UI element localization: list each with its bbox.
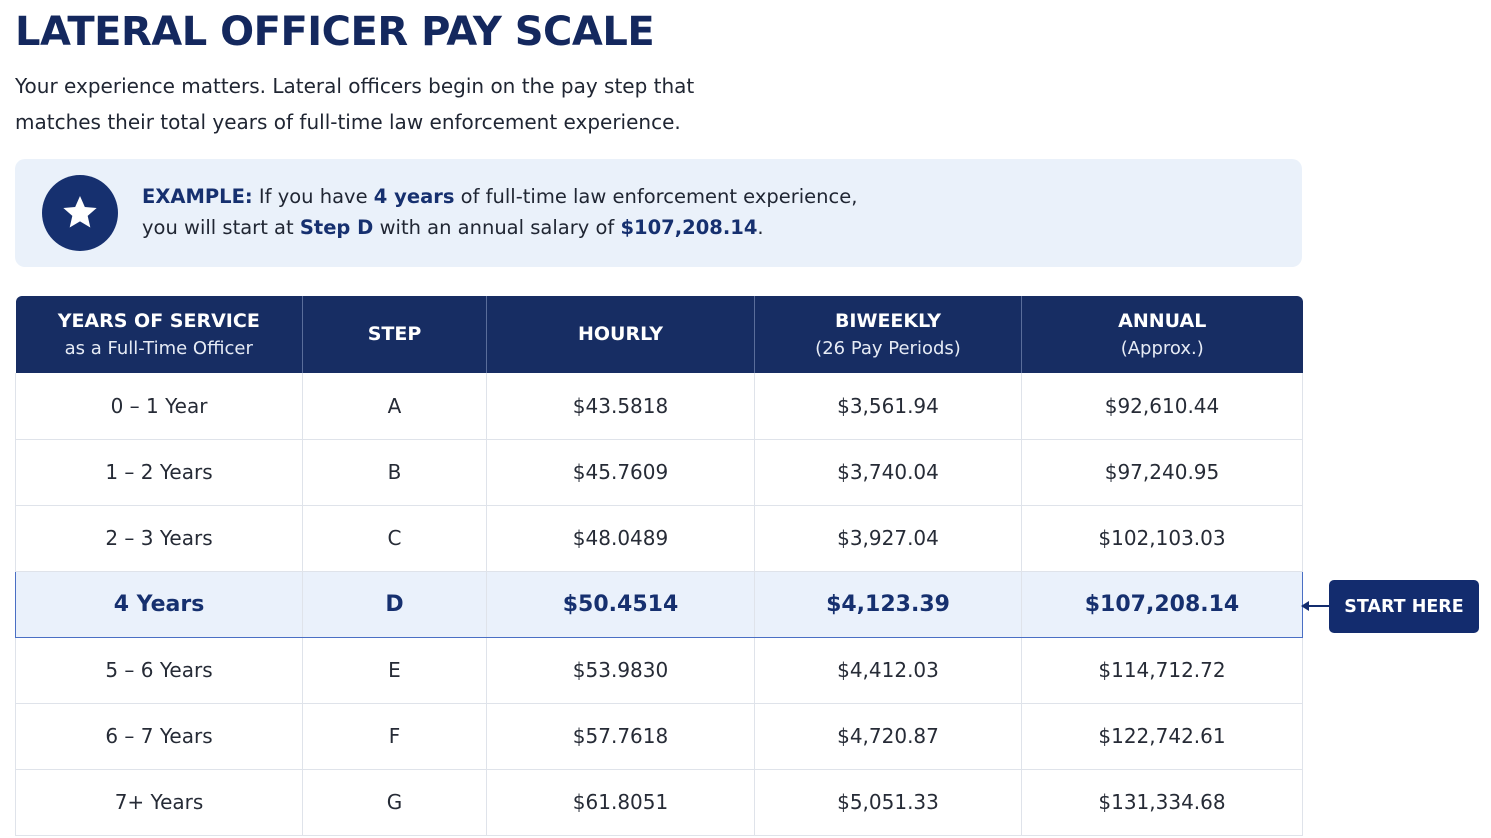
example-years: 4 years [373,185,455,208]
intro-line-1: Your experience matters. Lateral officer… [15,74,695,98]
example-text-5: . [757,216,764,239]
cell-hourly: $50.4514 [486,570,755,638]
header-main: STEP [367,323,422,345]
cell-annual: $92,610.44 [1021,373,1303,440]
cell-years: 6 – 7 Years [15,703,303,770]
header-sub: (Approx.) [1120,337,1204,359]
header-main: HOURLY [577,323,664,345]
pay-scale-table: YEARS OF SERVICE as a Full-Time Officer S… [15,296,1303,836]
cell-biweekly: $3,561.94 [754,373,1022,440]
header-hourly: HOURLY [486,296,755,373]
cell-hourly: $48.0489 [486,505,755,572]
cell-years: 0 – 1 Year [15,373,303,440]
cell-step: C [302,505,487,572]
cell-biweekly: $4,123.39 [754,570,1022,638]
cell-years: 7+ Years [15,769,303,836]
table-row: 5 – 6 Years E $53.9830 $4,412.03 $114,71… [15,637,1303,704]
cell-years: 5 – 6 Years [15,637,303,704]
table-row: 0 – 1 Year A $43.5818 $3,561.94 $92,610.… [15,373,1303,440]
example-text-4: with an annual salary of [373,216,621,239]
header-biweekly: BIWEEKLY (26 Pay Periods) [754,296,1022,373]
table-row: 7+ Years G $61.8051 $5,051.33 $131,334.6… [15,769,1303,836]
example-text: EXAMPLE: If you have 4 years of full-tim… [142,181,857,243]
example-salary: $107,208.14 [620,216,758,239]
header-main: YEARS OF SERVICE [57,309,260,332]
cell-hourly: $61.8051 [486,769,755,836]
cell-biweekly: $3,740.04 [754,439,1022,506]
cell-annual: $131,334.68 [1021,769,1303,836]
star-icon [42,175,118,251]
header-main: BIWEEKLY [834,309,942,332]
cell-years: 1 – 2 Years [15,439,303,506]
header-annual: ANNUAL (Approx.) [1021,296,1303,373]
example-text-2: of full-time law enforcement experience, [454,185,858,208]
cell-biweekly: $4,412.03 [754,637,1022,704]
header-sub: (26 Pay Periods) [815,337,961,359]
cell-step: B [302,439,487,506]
cell-years: 2 – 3 Years [15,505,303,572]
header-years-of-service: YEARS OF SERVICE as a Full-Time Officer [15,296,303,373]
intro-text: Your experience matters. Lateral officer… [15,68,775,140]
table-header-row: YEARS OF SERVICE as a Full-Time Officer S… [15,296,1303,373]
cell-hourly: $53.9830 [486,637,755,704]
table-row-highlighted: 4 Years D $50.4514 $4,123.39 $107,208.14 [15,570,1303,638]
cell-annual: $122,742.61 [1021,703,1303,770]
header-step: STEP [302,296,487,373]
table-row: 6 – 7 Years F $57.7618 $4,720.87 $122,74… [15,703,1303,770]
cell-annual: $107,208.14 [1021,570,1303,638]
arrow-left-icon [1301,601,1330,611]
cell-years: 4 Years [15,570,303,638]
cell-biweekly: $5,051.33 [754,769,1022,836]
example-text-1: If you have [252,185,374,208]
cell-hourly: $45.7609 [486,439,755,506]
example-callout: EXAMPLE: If you have 4 years of full-tim… [15,159,1302,267]
page-title: LATERAL OFFICER PAY SCALE [15,9,655,55]
example-line-2: you will start at Step D with an annual … [142,212,857,243]
header-sub: as a Full-Time Officer [64,337,253,359]
cell-step: E [302,637,487,704]
cell-step: A [302,373,487,440]
cell-annual: $97,240.95 [1021,439,1303,506]
cell-hourly: $57.7618 [486,703,755,770]
example-label: EXAMPLE: [142,185,253,208]
intro-line-2: matches their total years of full-time l… [15,110,681,134]
cell-step: G [302,769,487,836]
cell-hourly: $43.5818 [486,373,755,440]
cell-step: F [302,703,487,770]
cell-step: D [302,570,487,638]
table-row: 2 – 3 Years C $48.0489 $3,927.04 $102,10… [15,505,1303,572]
cell-annual: $114,712.72 [1021,637,1303,704]
table-row: 1 – 2 Years B $45.7609 $3,740.04 $97,240… [15,439,1303,506]
cell-annual: $102,103.03 [1021,505,1303,572]
start-here-badge: START HERE [1329,580,1479,633]
header-main: ANNUAL [1118,309,1207,332]
example-step: Step D [299,216,374,239]
example-text-3: you will start at [142,216,300,239]
cell-biweekly: $3,927.04 [754,505,1022,572]
example-line-1: EXAMPLE: If you have 4 years of full-tim… [142,181,857,212]
cell-biweekly: $4,720.87 [754,703,1022,770]
